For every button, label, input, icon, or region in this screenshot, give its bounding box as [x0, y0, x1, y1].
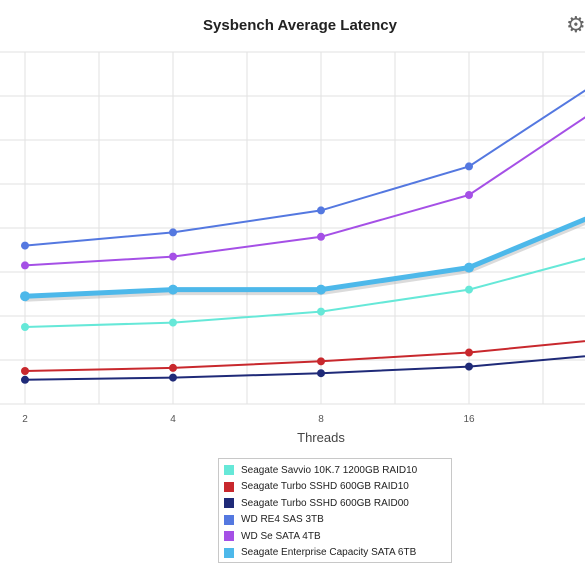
series-line — [24, 355, 585, 381]
series-line — [24, 340, 585, 372]
data-point — [169, 228, 177, 237]
data-point — [316, 284, 326, 295]
legend-label: WD RE4 SAS 3TB — [241, 514, 324, 526]
data-point — [317, 307, 325, 316]
legend-label: Seagate Turbo SSHD 600GB RAID00 — [241, 497, 409, 509]
data-point — [21, 367, 29, 375]
legend-label: WD Se SATA 4TB — [241, 530, 321, 542]
data-point — [21, 261, 29, 270]
legend-swatch — [224, 547, 234, 558]
legend-swatch — [224, 465, 234, 476]
x-tick-label: 8 — [318, 414, 324, 425]
x-tick-label: 2 — [22, 414, 28, 425]
legend-item[interactable]: Seagate Turbo SSHD 600GB RAID00 — [224, 495, 446, 512]
data-point — [21, 241, 29, 250]
data-point — [21, 323, 29, 331]
legend-item[interactable]: Seagate Turbo SSHD 600GB RAID10 — [224, 479, 446, 496]
legend-swatch — [224, 481, 234, 492]
data-point — [317, 232, 325, 241]
legend-swatch — [224, 531, 234, 542]
legend-item[interactable]: WD RE4 SAS 3TB — [224, 512, 446, 529]
legend-label: Seagate Enterprise Capacity SATA 6TB — [241, 547, 417, 559]
data-point — [169, 252, 177, 261]
legend-item[interactable]: WD Se SATA 4TB — [224, 528, 446, 545]
legend-swatch — [224, 514, 234, 525]
data-point — [465, 162, 473, 171]
data-point — [464, 262, 474, 273]
legend-label: Seagate Turbo SSHD 600GB RAID10 — [241, 481, 409, 493]
line-chart: 2 4 8 16 — [0, 51, 585, 425]
legend: Seagate Savvio 10K.7 1200GB RAID10 Seagat… — [218, 458, 452, 563]
series-line — [24, 116, 585, 267]
chart-title: Sysbench Average Latency — [203, 17, 397, 34]
data-point — [169, 363, 177, 372]
data-point — [169, 318, 177, 327]
data-point — [20, 291, 30, 302]
data-point — [169, 373, 177, 382]
data-point — [21, 375, 29, 384]
data-point — [317, 206, 325, 215]
data-point — [317, 369, 325, 378]
x-axis-label: Threads — [297, 430, 345, 445]
data-point — [168, 284, 178, 295]
series-line — [24, 216, 585, 299]
data-point — [465, 348, 473, 357]
data-point — [465, 191, 473, 199]
legend-swatch — [224, 498, 234, 509]
legend-label: Seagate Savvio 10K.7 1200GB RAID10 — [241, 464, 418, 476]
x-tick-label: 16 — [463, 414, 475, 425]
legend-item[interactable]: Seagate Savvio 10K.7 1200GB RAID10 — [224, 462, 446, 479]
data-point — [465, 285, 473, 294]
legend-item[interactable]: Seagate Enterprise Capacity SATA 6TB — [224, 545, 446, 562]
data-point — [465, 362, 473, 371]
data-point — [317, 357, 325, 366]
robot-mascot-icon: ⚙ — [566, 12, 585, 37]
x-tick-label: 4 — [170, 414, 176, 425]
